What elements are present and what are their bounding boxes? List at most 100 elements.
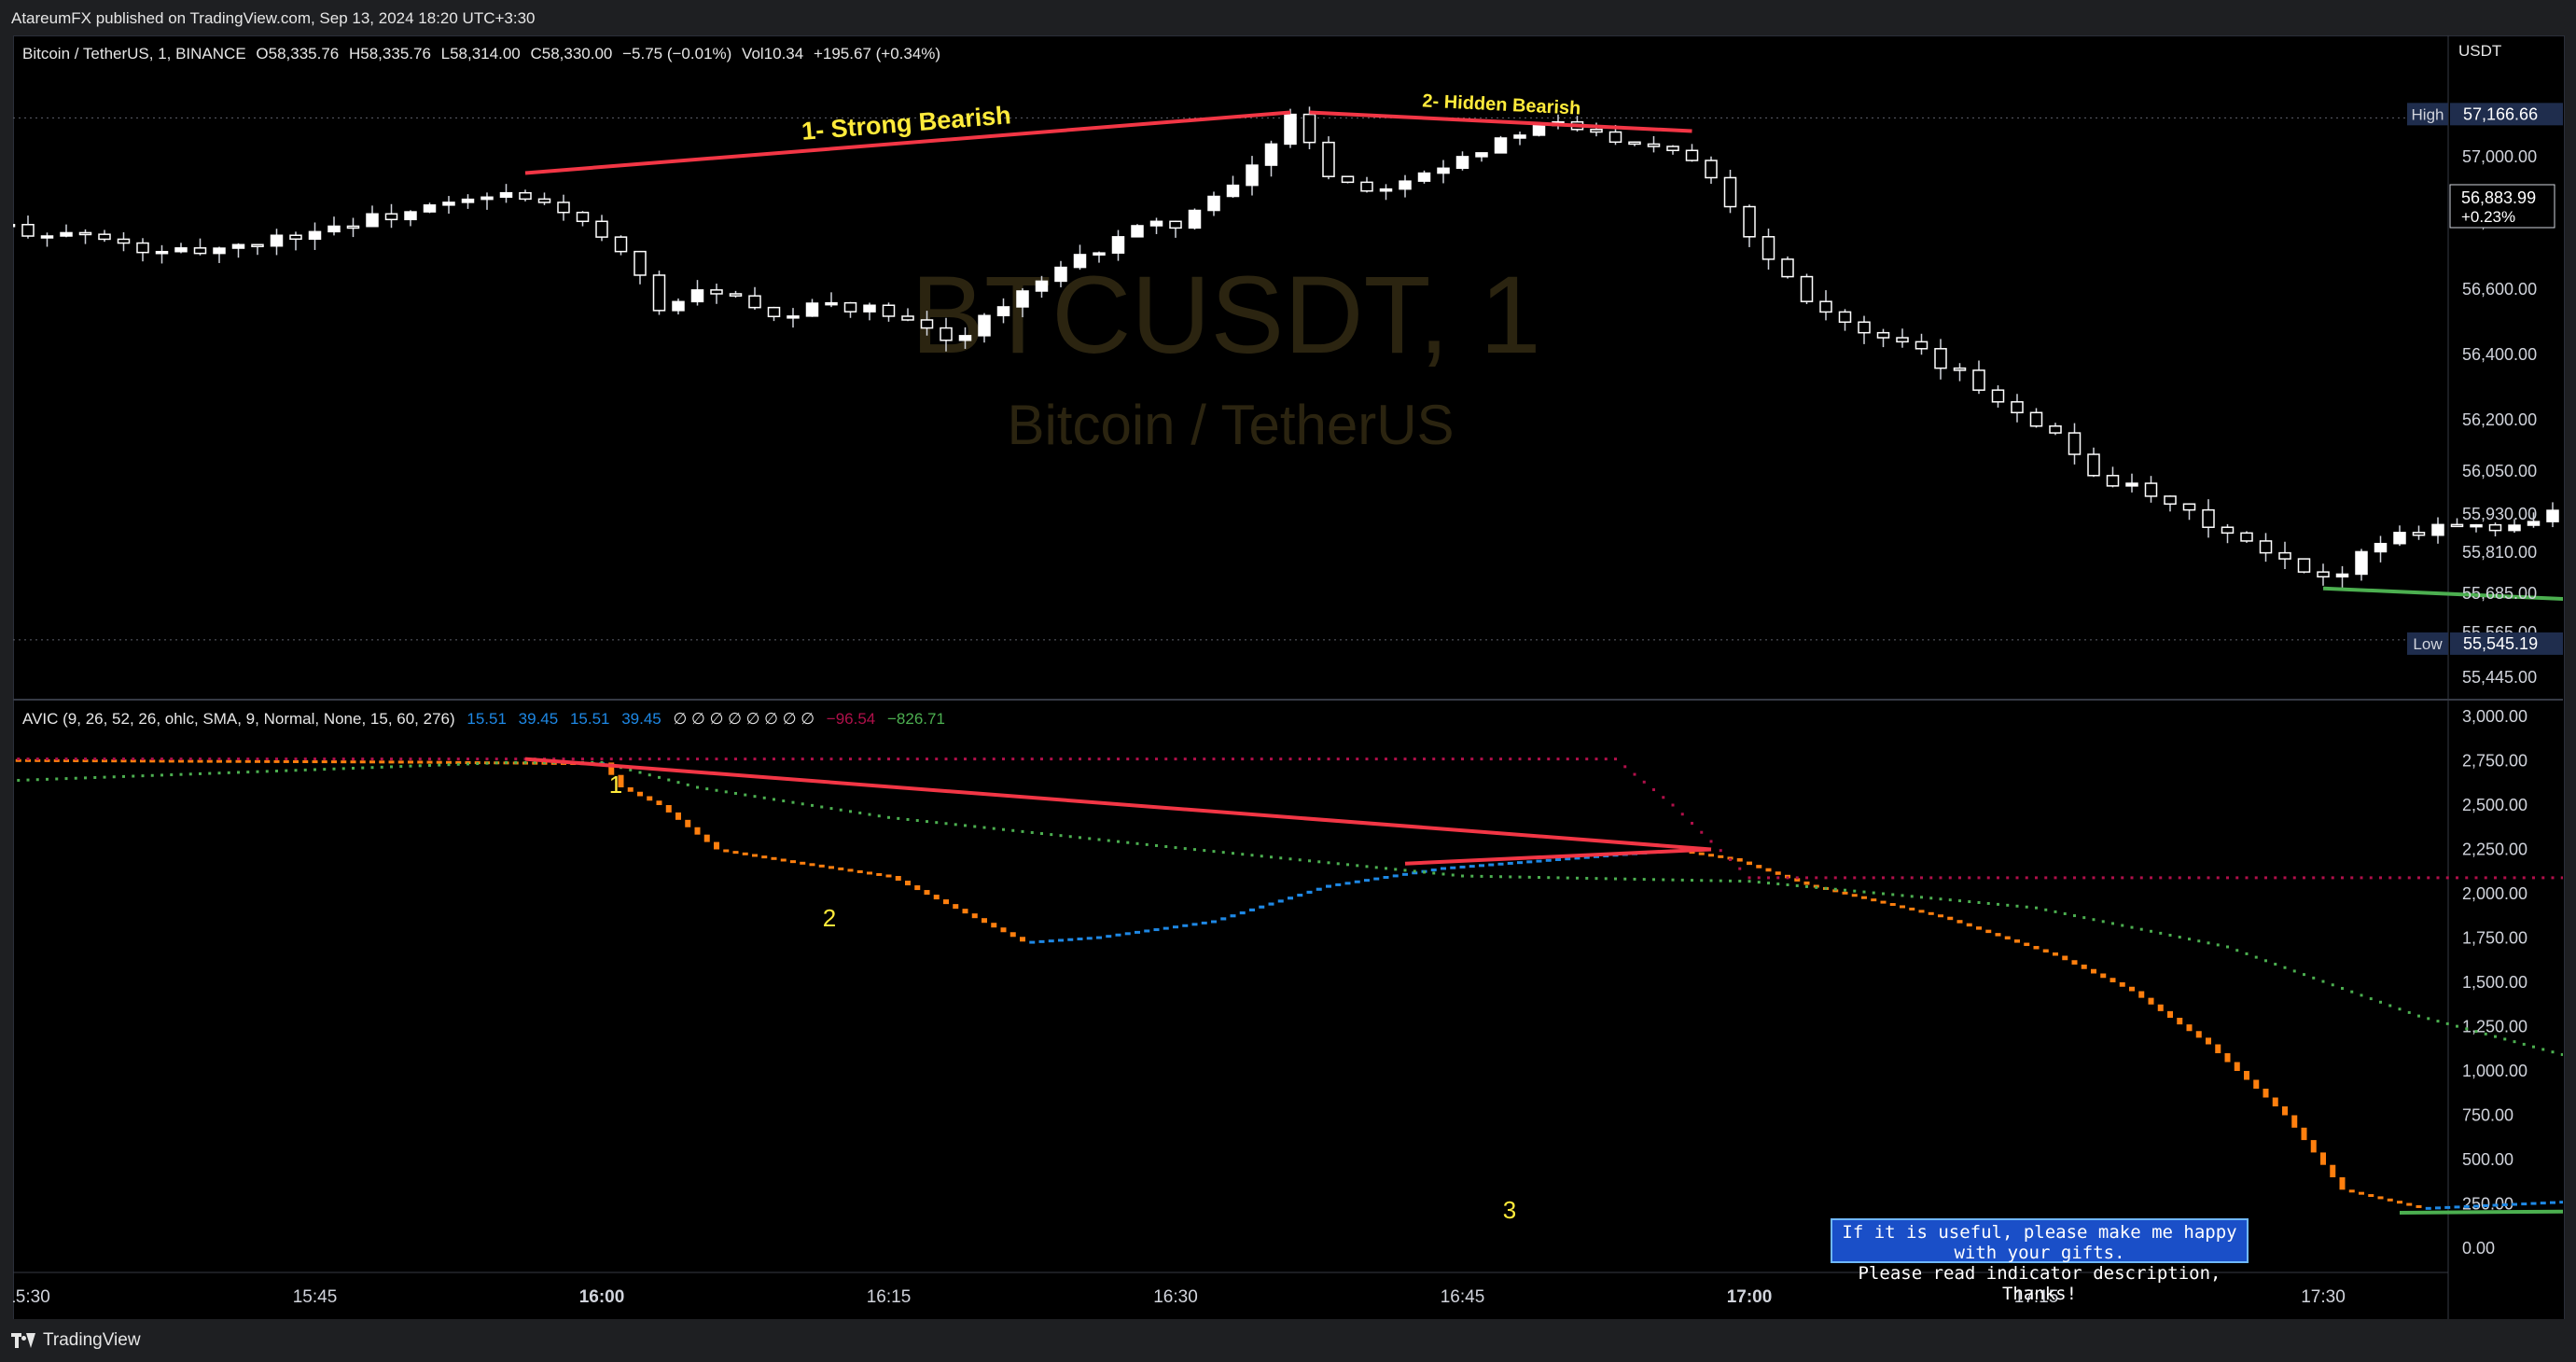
- candle: [1437, 167, 1450, 174]
- candle: [958, 335, 972, 341]
- indicator-step: [790, 860, 796, 864]
- candle: [1608, 131, 1622, 144]
- indicator-dot: [897, 757, 900, 761]
- indicator-dot: [447, 757, 451, 761]
- indicator-dot: [1317, 757, 1321, 761]
- indicator-value-4: 39.45: [621, 710, 661, 728]
- indicator-step: [1536, 859, 1542, 863]
- indicator-step: [2291, 1115, 2298, 1128]
- indicator-step: [1698, 852, 1705, 855]
- candle: [346, 225, 360, 229]
- candle: [1685, 149, 1699, 161]
- indicator-step: [2444, 1205, 2451, 1209]
- indicator-step: [761, 855, 768, 859]
- indicator-step: [752, 854, 758, 857]
- symbol-name[interactable]: Bitcoin / TetherUS, 1, BINANCE: [22, 45, 246, 63]
- indicator-dot: [2254, 955, 2258, 959]
- indicator-dot: [150, 757, 154, 761]
- candle: [1188, 209, 1202, 229]
- candle: [60, 231, 73, 237]
- indicator-dot: [103, 775, 106, 779]
- indicator-step: [273, 759, 280, 763]
- indicator-dot: [773, 798, 775, 801]
- indicator-step: [2224, 1053, 2231, 1063]
- candle: [117, 238, 131, 244]
- indicator-dot: [1461, 874, 1464, 878]
- candle: [940, 327, 953, 341]
- indicator-dot: [1394, 757, 1398, 761]
- indicator-divergence-label: 1: [609, 771, 622, 799]
- indicator-dot: [1030, 830, 1034, 834]
- indicator-dot: [17, 778, 21, 782]
- indicator-dot: [1117, 840, 1120, 843]
- divergence-label: 2- Hidden Bearish: [1422, 90, 1581, 118]
- currency-unit[interactable]: USDT: [2458, 42, 2502, 60]
- divergence-line: [1309, 110, 1692, 133]
- indicator-dot: [1068, 757, 1072, 761]
- indicator-step: [35, 758, 41, 762]
- indicator-dot: [409, 764, 412, 768]
- indicator-dot: [323, 768, 327, 771]
- indicator-step: [1344, 882, 1351, 885]
- indicator-dot: [658, 775, 661, 779]
- candle: [729, 293, 743, 297]
- tradingview-brand[interactable]: TradingView: [11, 1330, 141, 1351]
- candle: [327, 225, 341, 233]
- indicator-dot: [494, 761, 498, 765]
- indicator-step: [388, 760, 395, 764]
- indicator-dot: [1518, 757, 1522, 761]
- indicator-dot: [456, 757, 460, 761]
- indicator-name[interactable]: AVIC (9, 26, 52, 26, ohlc, SMA, 9, Norma…: [22, 710, 455, 728]
- indicator-dot: [1547, 757, 1551, 761]
- indicator-dot: [1365, 865, 1369, 869]
- indicator-dot: [1155, 757, 1158, 761]
- indicator-step: [2559, 1201, 2563, 1204]
- last-price-change: +0.23%: [2461, 208, 2515, 226]
- indicator-dot: [1327, 861, 1330, 865]
- indicator-dot: [1862, 890, 1866, 894]
- ohlc-high: H58,335.76: [349, 45, 431, 63]
- indicator-dot: [1346, 757, 1349, 761]
- indicator-dot: [571, 757, 575, 761]
- indicator-step: [1211, 920, 1217, 924]
- indicator-dot: [1126, 841, 1130, 844]
- indicator-dot: [1174, 757, 1177, 761]
- indicator-step: [255, 759, 260, 763]
- indicator-dot: [466, 757, 469, 761]
- indicator-dot: [208, 757, 212, 761]
- indicator-dot: [2513, 1040, 2516, 1044]
- indicator-dot: [1958, 876, 1961, 880]
- indicator-dot: [132, 757, 135, 761]
- indicator-step: [867, 871, 872, 875]
- candle: [1972, 369, 1985, 391]
- indicator-dot: [1374, 866, 1378, 869]
- indicator-dot: [1652, 788, 1655, 792]
- indicator-step: [1201, 921, 1207, 924]
- indicator-dot: [1241, 853, 1245, 856]
- indicator-dot: [915, 819, 919, 823]
- indicator-step: [2053, 952, 2058, 956]
- indicator-dot: [686, 757, 689, 761]
- indicator-dot: [380, 757, 383, 761]
- indicator-dot: [294, 757, 298, 761]
- candle: [2488, 523, 2502, 532]
- indicator-step: [1985, 929, 1992, 934]
- indicator-dot: [199, 757, 202, 761]
- indicator-dot: [1738, 867, 1742, 870]
- indicator-dot: [887, 815, 890, 819]
- indicator-dot: [1260, 855, 1263, 858]
- indicator-step: [2301, 1127, 2307, 1141]
- indicator-dot: [494, 757, 498, 761]
- candle: [2202, 508, 2215, 528]
- indicator-dot: [1193, 757, 1196, 761]
- indicator-step: [1259, 905, 1265, 909]
- candle: [996, 306, 1010, 317]
- indicator-dot: [992, 827, 996, 830]
- ohlc-open: O58,335.76: [256, 45, 340, 63]
- indicator-step: [1938, 914, 1943, 918]
- indicator-dot: [122, 757, 125, 761]
- indicator-dot: [1107, 757, 1110, 761]
- indicator-dot: [2073, 914, 2076, 918]
- indicator-step: [283, 759, 289, 763]
